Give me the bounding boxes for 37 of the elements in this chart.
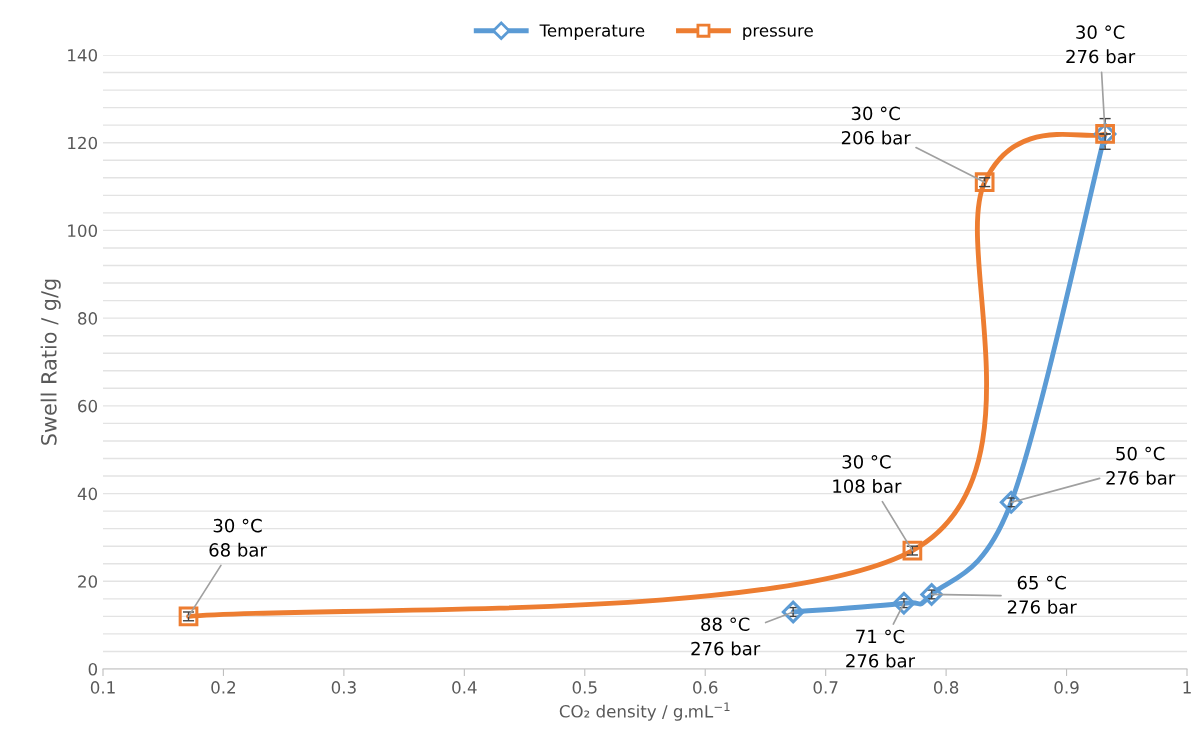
x-tick-label: 0.6 — [693, 681, 718, 694]
x-axis-title: CO₂ density / g.mL$^{−1}$ — [559, 702, 730, 721]
x-tick-label: 0.2 — [211, 681, 236, 694]
annotation: 50 °C 276 bar — [1106, 446, 1176, 485]
y-tick-label: 140 — [68, 48, 98, 62]
point — [902, 540, 923, 561]
x-tick-label: 0.7 — [813, 681, 838, 694]
annotation: 30 °C 276 bar — [1066, 25, 1136, 64]
annotation: 30 °C 108 bar — [833, 455, 902, 493]
annotation: 30 °C 206 bar — [841, 106, 911, 145]
x-tick-label: 0.4 — [452, 681, 477, 694]
annotation: 30 °C 68 bar — [209, 518, 267, 557]
y-tick-label: 0 — [88, 662, 98, 676]
annotation: 65 °C 276 bar — [1007, 575, 1077, 614]
y-tick-label: 80 — [78, 312, 98, 325]
y-tick-label: 40 — [77, 487, 98, 501]
x-tick-label: 0.3 — [331, 681, 356, 694]
annotation: 88 °C 276 bar — [691, 617, 761, 656]
x-tick-label: 0.8 — [933, 681, 959, 694]
x-tick-label: 0.5 — [572, 681, 597, 694]
point — [974, 172, 995, 193]
point — [178, 606, 199, 627]
y-tick-label: 20 — [78, 575, 98, 588]
point — [892, 591, 916, 615]
x-tick-label: 1 — [1183, 681, 1191, 694]
x-tick-label: 0.1 — [90, 681, 115, 694]
y-tick-label: 60 — [78, 399, 98, 413]
x-tick-label: 0.9 — [1054, 681, 1079, 694]
y-axis-title: Swell Ratio / g/g — [40, 279, 61, 445]
y-tick-label: 120 — [68, 136, 98, 150]
legend-label: pressure — [743, 27, 813, 40]
point — [781, 600, 805, 624]
point — [920, 583, 944, 606]
y-tick-label: 100 — [68, 224, 98, 237]
annotation: 71 °C 276 bar — [846, 629, 916, 668]
legend-label: Temperature — [539, 24, 645, 40]
point — [999, 490, 1023, 514]
